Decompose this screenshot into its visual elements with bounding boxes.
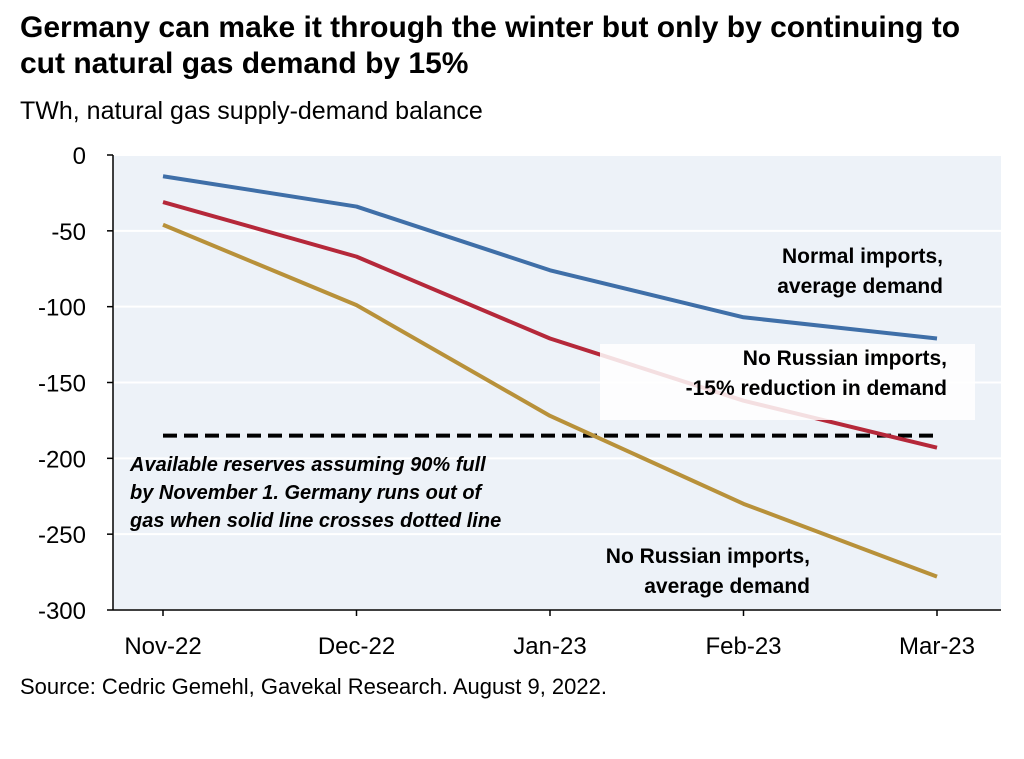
annotation-reserves: Available reserves assuming 90% full by N… <box>129 454 501 532</box>
annotation-line: No Russian imports, <box>743 347 947 370</box>
annotation-line: No Russian imports, <box>606 545 810 568</box>
x-tick-label: Nov-22 <box>124 633 201 660</box>
x-axis-ticks: Nov-22 Dec-22 Jan-23 Feb-23 Mar-23 <box>124 610 975 660</box>
annotation-normal-imports: Normal imports, average demand <box>777 245 943 298</box>
chart-subtitle: TWh, natural gas supply-demand balance <box>20 97 483 125</box>
annotation-line: Normal imports, <box>782 245 943 268</box>
annotation-line: by November 1. Germany runs out of <box>130 482 484 504</box>
annotations: Normal imports, average demand No Russian… <box>129 245 975 598</box>
annotation-line: gas when solid line crosses dotted line <box>129 510 501 532</box>
series-line-normal <box>162 174 938 341</box>
chart-source: Source: Cedric Gemehl, Gavekal Research.… <box>20 674 607 699</box>
annotation-background <box>600 344 975 420</box>
series-line-norussia <box>162 222 938 579</box>
x-tick-label: Mar-23 <box>899 633 975 660</box>
chart-title: Germany can make it through the winter b… <box>20 11 961 80</box>
annotation-line: average demand <box>777 275 943 298</box>
annotation-line: average demand <box>644 575 810 598</box>
x-tick-label: Feb-23 <box>705 633 781 660</box>
y-axis-ticks: 0 -50 -100 -150 -200 -250 -300 <box>38 143 113 625</box>
x-tick-label: Dec-22 <box>318 633 395 660</box>
y-tick-label: -300 <box>38 598 86 625</box>
x-tick-label: Jan-23 <box>513 633 586 660</box>
y-tick-label: -200 <box>38 446 86 473</box>
y-tick-label: -50 <box>51 219 86 246</box>
y-tick-label: -150 <box>38 371 86 398</box>
y-tick-label: -250 <box>38 522 86 549</box>
annotation-no-russian-cut-demand: No Russian imports, -15% reduction in dem… <box>686 347 947 400</box>
annotation-no-russian-average-demand: No Russian imports, average demand <box>606 545 810 598</box>
y-tick-label: -100 <box>38 295 86 322</box>
y-tick-label: 0 <box>73 143 86 170</box>
line-chart: 0 -50 -100 -150 -200 -250 -300 Nov-22 Dec-22 Jan… <box>38 143 1001 660</box>
annotation-line: -15% reduction in demand <box>686 377 947 400</box>
annotation-line: Available reserves assuming 90% full <box>129 454 486 476</box>
